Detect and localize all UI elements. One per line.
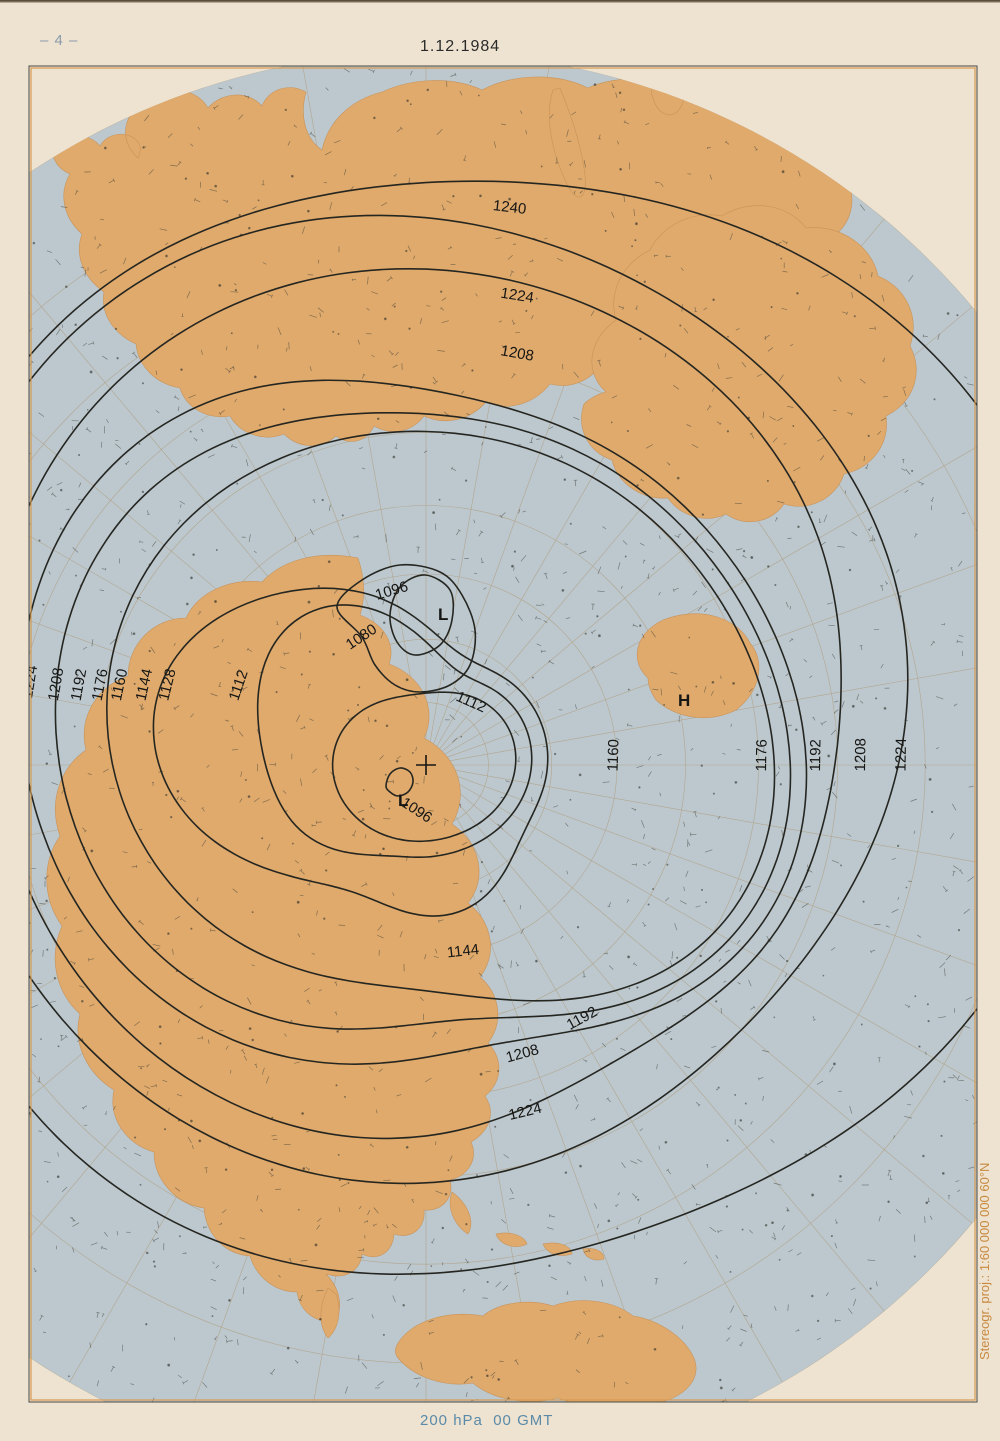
svg-text:L: L [438,605,448,624]
svg-text:H: H [678,691,690,710]
svg-text:1144: 1144 [446,941,480,961]
svg-text:1208: 1208 [852,738,869,772]
svg-text:1176: 1176 [753,739,771,772]
svg-text:1224: 1224 [893,738,910,772]
svg-text:L: L [398,791,408,810]
svg-text:Stereogr. proj.: 1:60 000 000: Stereogr. proj.: 1:60 000 000 60°N [977,1163,992,1360]
svg-text:1192: 1192 [807,739,825,772]
svg-text:1160: 1160 [605,739,623,772]
